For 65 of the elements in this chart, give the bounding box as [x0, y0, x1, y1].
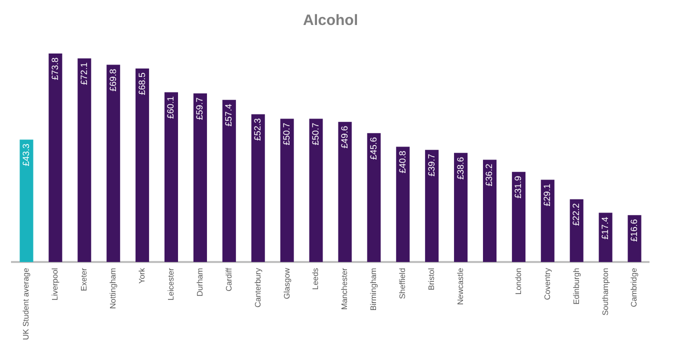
- data-label: £22.2: [571, 203, 582, 226]
- bar: [106, 64, 120, 262]
- data-label: £50.7: [310, 122, 321, 146]
- data-label: £69.8: [108, 68, 118, 92]
- data-label: £60.1: [166, 96, 176, 119]
- bar: [396, 146, 410, 262]
- bar: [540, 180, 554, 262]
- bar: [164, 92, 178, 262]
- data-label: £57.4: [224, 104, 234, 126]
- bar: [78, 58, 92, 262]
- data-label: £40.8: [397, 150, 408, 174]
- bar: [309, 118, 323, 262]
- bar: [570, 199, 584, 262]
- bar: [425, 150, 439, 262]
- chart-title: Alcohol: [303, 12, 358, 30]
- x-tick-label: Glasgow: [282, 268, 292, 300]
- x-tick-label: Liverpool: [50, 268, 60, 300]
- data-label: £49.6: [339, 126, 350, 148]
- data-label: £72.1: [78, 62, 89, 85]
- bar: [136, 68, 150, 262]
- x-tick-label: London: [514, 268, 523, 295]
- data-label: £29.1: [542, 184, 552, 206]
- data-label: £52.3: [252, 118, 263, 141]
- bar: [367, 133, 381, 262]
- x-tick-label: Durham: [195, 268, 204, 296]
- x-tick-label: York: [138, 266, 146, 284]
- data-label: £45.6: [368, 137, 378, 160]
- x-tick-label: UK Student average: [22, 267, 31, 340]
- data-label: £39.7: [426, 154, 436, 176]
- x-tick-label: Bristol: [427, 268, 436, 290]
- bar: [280, 118, 294, 262]
- data-label: £17.4: [600, 216, 610, 240]
- data-label: £73.8: [50, 58, 60, 80]
- x-tick-label: Leicester: [166, 268, 176, 300]
- x-tick-label: Cambridge: [630, 267, 639, 308]
- data-label: £68.5: [136, 72, 147, 96]
- bar: [222, 100, 236, 262]
- x-tick-label: Coventry: [542, 268, 552, 300]
- bar: [338, 122, 352, 262]
- data-label: £59.7: [194, 97, 205, 120]
- x-tick-label: Leeds: [311, 268, 320, 290]
- data-label: £31.9: [513, 176, 524, 198]
- data-label: £38.6: [455, 156, 466, 180]
- bar: [512, 172, 526, 262]
- bar: [20, 140, 34, 262]
- bar: [598, 212, 612, 262]
- x-tick-label: Exeter: [80, 268, 89, 292]
- data-label: £36.2: [484, 164, 494, 186]
- bar: [251, 114, 265, 262]
- x-tick-label: Southampton: [600, 268, 610, 316]
- data-label: £50.7: [282, 122, 292, 146]
- x-tick-label: Birmingham: [369, 268, 378, 311]
- x-tick-label: Manchester: [340, 268, 350, 310]
- bar: [48, 54, 62, 262]
- x-tick-label: Cardiff: [224, 267, 234, 292]
- data-label: £16.6: [629, 219, 640, 242]
- x-tick-label: Edinburgh: [572, 268, 581, 304]
- bar: [193, 93, 207, 262]
- x-tick-label: Newcastle: [456, 267, 465, 305]
- x-tick-label: Nottingham: [108, 268, 118, 309]
- bar: [454, 152, 468, 262]
- x-tick-label: Canterbury: [253, 268, 262, 308]
- bar: [482, 160, 497, 262]
- x-tick-label: Sheffield: [398, 268, 408, 299]
- data-label: £43.3: [20, 144, 31, 166]
